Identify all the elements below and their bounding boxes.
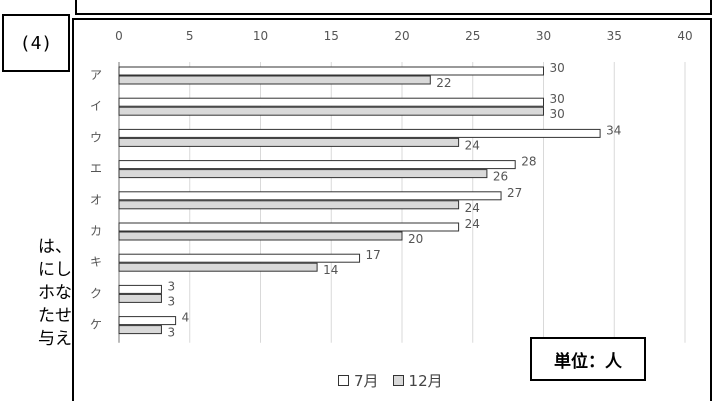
category-label: ク — [90, 286, 102, 300]
data-label: 30 — [550, 107, 565, 121]
bar-december — [118, 262, 318, 272]
data-label: 17 — [366, 248, 381, 262]
data-label: 24 — [465, 138, 480, 152]
category-label: イ — [90, 99, 102, 113]
bar-december — [118, 137, 460, 147]
bar-december — [118, 200, 460, 210]
side-text-line: 与え — [38, 329, 72, 349]
category-label: ア — [90, 68, 102, 82]
bar-july — [118, 128, 601, 138]
bar-december — [118, 293, 162, 303]
category-label: ケ — [90, 318, 102, 332]
data-label: 27 — [507, 186, 522, 200]
category-label: キ — [90, 255, 102, 269]
legend-swatch-december — [392, 374, 404, 386]
data-label: 4 — [182, 311, 190, 325]
bar-july — [118, 222, 460, 232]
side-text-line: ホな — [38, 283, 72, 303]
x-tick-label: 15 — [324, 29, 339, 43]
bar-july — [118, 66, 544, 76]
category-label: ウ — [90, 130, 102, 144]
data-label: 28 — [521, 155, 536, 169]
x-tick-label: 0 — [115, 29, 123, 43]
bar-july — [118, 191, 502, 201]
data-label: 3 — [167, 326, 175, 340]
legend-label-july: 7月 — [354, 371, 379, 390]
data-label: 14 — [323, 263, 338, 277]
bar-december — [118, 75, 431, 85]
legend-swatch-july — [338, 374, 349, 386]
previous-question-frame — [75, 0, 712, 15]
legend-item-july: 7月 — [338, 370, 379, 391]
data-label: 26 — [493, 170, 508, 184]
bar-december — [118, 169, 488, 179]
bar-july — [118, 316, 177, 326]
x-tick-label: 25 — [465, 29, 480, 43]
data-label: 20 — [408, 232, 423, 246]
category-label: カ — [90, 224, 102, 238]
x-tick-label: 40 — [677, 29, 692, 43]
side-text-line: にし — [38, 260, 72, 280]
category-label: エ — [90, 162, 102, 176]
data-label: 22 — [436, 76, 451, 90]
legend-label-december: 12月 — [408, 371, 443, 390]
data-label: 34 — [606, 123, 621, 137]
question-number: (4) — [2, 14, 70, 72]
data-label: 3 — [167, 294, 175, 308]
x-tick-label: 30 — [536, 29, 551, 43]
bar-july — [118, 284, 162, 294]
data-label: 30 — [550, 61, 565, 75]
legend: 7月 12月 — [338, 370, 457, 390]
x-tick-label: 5 — [186, 29, 194, 43]
data-label: 3 — [167, 279, 175, 293]
data-label: 24 — [465, 217, 480, 231]
category-label: オ — [90, 193, 102, 207]
bar-december — [118, 106, 544, 116]
bar-december — [118, 325, 162, 335]
x-tick-label: 35 — [607, 29, 622, 43]
legend-item-december: 12月 — [392, 370, 443, 391]
side-text-line: たせ — [38, 306, 72, 326]
bar-july — [118, 253, 361, 263]
x-tick-label: 10 — [253, 29, 268, 43]
data-label: 30 — [550, 92, 565, 106]
unit-label: 単位：人 — [530, 337, 646, 381]
x-tick-label: 20 — [394, 29, 409, 43]
bar-july — [118, 97, 544, 107]
side-text-line: は、 — [38, 237, 72, 257]
cropped-side-text: は、 にし ホな たせ 与え — [0, 236, 72, 351]
bar-december — [118, 231, 403, 241]
bar-july — [118, 160, 516, 170]
data-label: 24 — [465, 201, 480, 215]
